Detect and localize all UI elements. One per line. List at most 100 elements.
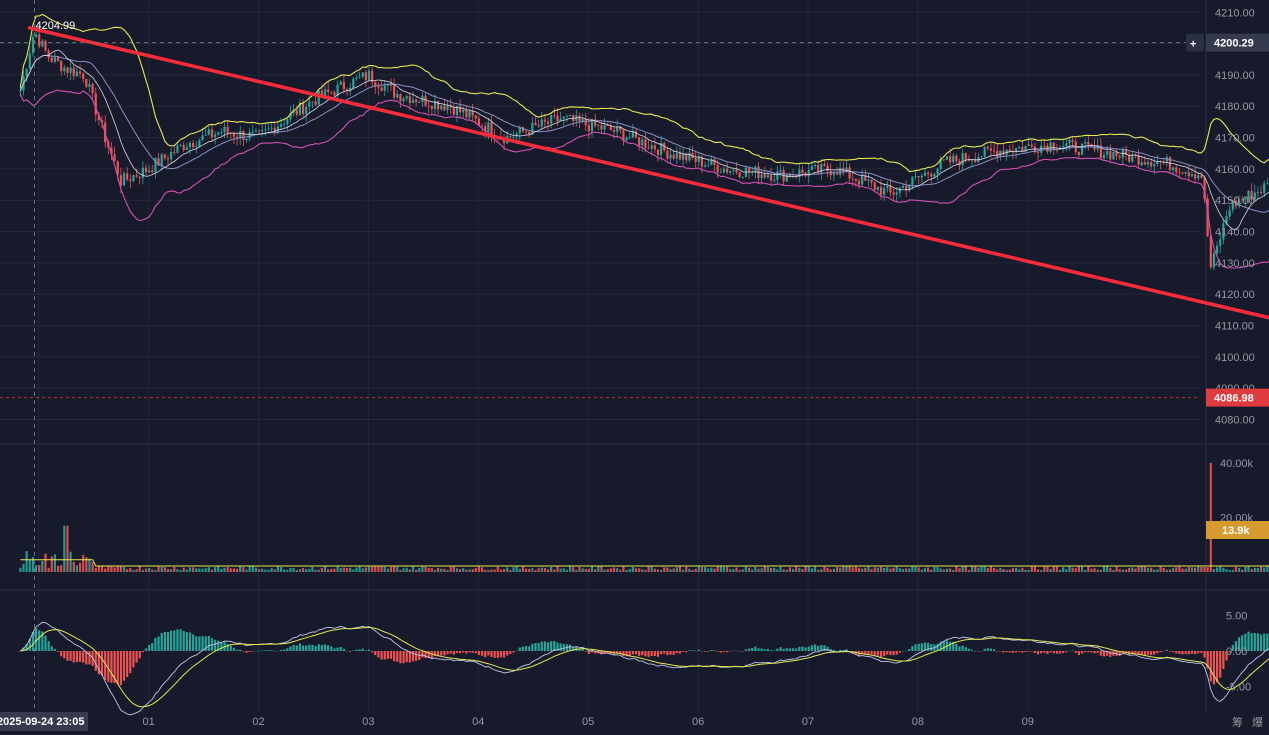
candle-body — [151, 170, 154, 173]
candle-body — [154, 158, 157, 173]
candle-body — [1115, 151, 1118, 157]
macd-bar — [920, 643, 923, 651]
macd-bar — [1241, 635, 1244, 651]
candle-body — [905, 185, 908, 191]
volume-bar — [663, 567, 666, 572]
macd-bar — [506, 651, 509, 656]
candle-body — [1228, 209, 1231, 217]
price-tick-label: 4130.00 — [1215, 258, 1255, 270]
candle-body — [408, 96, 411, 104]
volume-bar — [1087, 566, 1090, 572]
candle-body — [524, 131, 528, 133]
volume-bar — [166, 569, 170, 572]
macd-bar — [283, 649, 286, 651]
candle-body — [97, 114, 100, 121]
macd-bar — [691, 650, 694, 651]
volume-bar — [176, 569, 179, 572]
candle-body — [776, 171, 779, 180]
volume-bar — [634, 568, 638, 572]
volume-bar — [1156, 569, 1159, 572]
candle-body — [622, 130, 625, 141]
macd-bar — [1077, 651, 1080, 655]
volume-bar — [1052, 566, 1055, 572]
candle-body — [418, 101, 421, 103]
macd-bar — [261, 650, 264, 651]
volume-bar — [490, 569, 493, 572]
macd-bar — [1058, 651, 1062, 654]
trend-arrow — [27, 26, 1269, 320]
macd-bar — [685, 651, 688, 653]
candle-body — [176, 145, 179, 153]
macd-bar — [644, 651, 647, 657]
candle-body — [279, 124, 283, 127]
candle-body — [1049, 142, 1052, 152]
macd-bar — [606, 651, 609, 654]
axes-labels: 4210.004200.004190.004180.004170.004160.… — [0, 7, 1269, 731]
macd-tick-label: 0.00 — [1226, 646, 1247, 658]
volume-bar — [418, 567, 421, 572]
volume-bar — [1058, 569, 1062, 572]
volume-bar — [992, 567, 996, 572]
candle-body — [773, 179, 776, 181]
volume-bar — [581, 568, 584, 572]
price-tick-label: 4140.00 — [1215, 227, 1255, 239]
macd-bar — [1080, 651, 1084, 654]
candle-body — [173, 152, 176, 153]
macd-bar — [104, 651, 107, 680]
candle-body — [810, 166, 813, 171]
volume-bar — [716, 566, 719, 572]
candle-body — [594, 119, 597, 126]
macd-bar — [572, 646, 575, 651]
candle-body — [616, 126, 619, 132]
add-alert-button[interactable] — [1186, 33, 1204, 52]
volume-bar — [754, 566, 757, 572]
macd-bar — [562, 643, 565, 651]
candle-body — [722, 168, 726, 173]
candle-body — [1030, 144, 1033, 147]
volume-bar — [616, 568, 619, 572]
volume-bar — [930, 569, 933, 572]
macd-bar — [656, 651, 660, 657]
macd-bar — [829, 648, 832, 651]
candle-body — [1099, 145, 1102, 159]
macd-bar — [116, 651, 119, 685]
candle-body — [886, 186, 889, 189]
macd-bar — [647, 651, 650, 657]
macd-bar — [323, 644, 327, 651]
macd-bar — [437, 651, 440, 657]
macd-bar — [927, 642, 930, 651]
candle-body — [889, 186, 892, 193]
volume-bar — [911, 565, 914, 572]
volume-current-badge — [1206, 521, 1269, 539]
candle-body — [1256, 191, 1260, 193]
macd-bar — [135, 651, 138, 663]
candle-body — [355, 77, 358, 79]
volume-bar — [898, 568, 901, 572]
plus-icon[interactable]: + — [1190, 39, 1196, 51]
volume-bar — [63, 525, 66, 572]
candle-body — [1106, 151, 1109, 155]
volume-bar — [901, 569, 905, 572]
time-tick-label: 08 — [912, 716, 924, 728]
macd-bar — [1140, 651, 1143, 655]
candle-body — [710, 159, 713, 166]
volume-bar — [358, 566, 361, 572]
candle-body — [644, 139, 647, 148]
macd-bar — [421, 651, 424, 658]
volume-bar — [371, 566, 374, 572]
volume-bar — [383, 566, 386, 572]
volume-bar — [232, 568, 236, 572]
volume-bar — [245, 569, 248, 572]
volume-bar — [69, 551, 72, 572]
macd-bar — [396, 651, 399, 662]
macd-bar — [1225, 651, 1228, 661]
candle-body — [779, 170, 782, 172]
volume-bar — [1256, 567, 1260, 572]
volume-bar — [917, 567, 920, 572]
volume-bar — [719, 566, 722, 572]
candle-body — [848, 167, 851, 179]
macd-bar — [543, 641, 547, 651]
volume-bar — [210, 569, 214, 572]
volume-bar — [506, 567, 509, 572]
